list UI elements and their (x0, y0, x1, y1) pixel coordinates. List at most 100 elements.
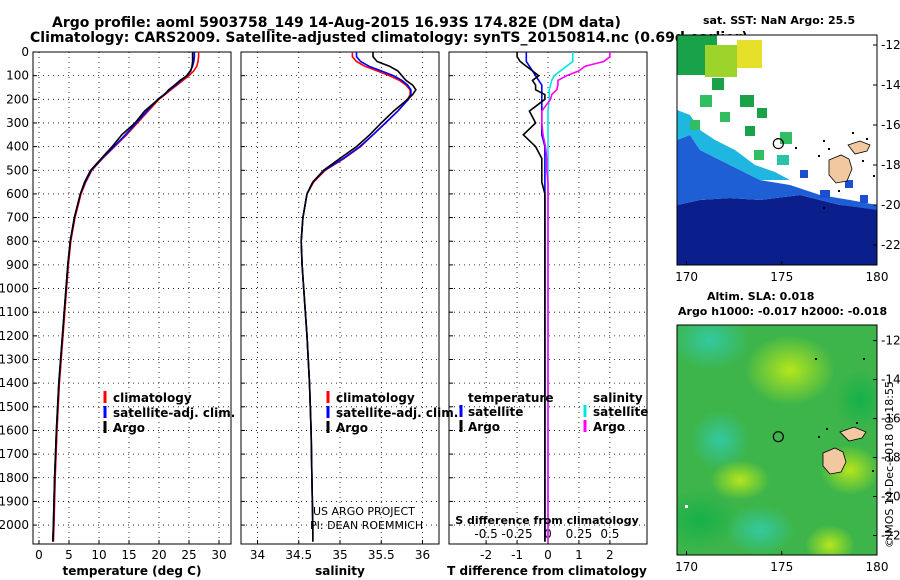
sst-argo-position-marker (772, 138, 784, 150)
legend-label-satellite: satellite-adj. clim. (113, 406, 235, 420)
x-tick-label: 1 (575, 548, 583, 562)
sla-map-title: Altim. SLA: 0.018 (707, 290, 814, 303)
lon-tick-label: 175 (770, 270, 793, 284)
x-tick-label: 10 (91, 548, 106, 562)
coastline-dots (795, 132, 875, 209)
depth-tick-label: 800 (6, 234, 29, 248)
sst-map-title: sat. SST: NaN Argo: 25.5 (703, 14, 855, 27)
lat-tick-label: -20 (881, 490, 900, 504)
x-tick-label: 35.5 (368, 548, 395, 562)
grid-lines (33, 51, 647, 544)
series-line-salinity-satellite (547, 52, 574, 542)
fiji-islands-sla (822, 426, 867, 475)
lat-tick-label: -16 (881, 118, 900, 132)
sst-green-patches (677, 35, 792, 165)
difference-xlabel: T difference from climatology (447, 564, 647, 578)
lon-tick-label: 170 (675, 560, 698, 574)
depth-tick-label: 700 (6, 211, 29, 225)
sst-scattered-pixels (800, 170, 868, 203)
sla-map (676, 324, 878, 556)
lat-tick-label: -14 (881, 373, 900, 387)
x-tick-label: 0 (544, 548, 552, 562)
sst-cyan-region (677, 110, 790, 180)
series-line-temperature-argo (516, 52, 546, 542)
legend-label-climatology: climatology (336, 391, 415, 405)
salinity-legend: climatology satellite-adj. clim. Argo (326, 391, 458, 435)
depth-tick-label: 1300 (0, 353, 29, 367)
lon-tick-label: 170 (675, 270, 698, 284)
lat-tick-label: -12 (881, 334, 900, 348)
salinity-x-axis: 34 34.5 35 35.5 36 (250, 540, 430, 562)
sst-map-axes: 170 175 180 -12 -14 -16 -18 -20 -22 (675, 38, 900, 284)
x-tick-label: 15 (121, 548, 136, 562)
sst-map (676, 34, 878, 266)
figure-title-line2: Climatology: CARS2009. Satellite-adjuste… (30, 30, 748, 46)
figure-title-line1: Argo profile: aoml 5903758_149 14-Aug-20… (52, 15, 621, 31)
sla-map-subtitle: Argo h1000: -0.017 h2000: -0.018 (678, 305, 887, 318)
lat-tick-label: -20 (881, 198, 900, 212)
depth-tick-label: 1100 (0, 305, 29, 319)
x-tick-label: 35 (332, 548, 347, 562)
depth-tick-label: 900 (6, 258, 29, 272)
difference-temperature-legend: temperature satellite Argo (459, 391, 553, 434)
x-tick-label: 2 (606, 548, 614, 562)
depth-tick-label: 1500 (0, 400, 29, 414)
fiji-islands (828, 140, 871, 184)
depth-tick-label: 1700 (0, 447, 29, 461)
x-tick-label: 34.5 (285, 548, 312, 562)
depth-tick-label: 1600 (0, 423, 29, 437)
salinity-lines (300, 52, 417, 542)
depth-tick-label: 1000 (0, 282, 29, 296)
salinity-xlabel: salinity (315, 564, 365, 578)
legend-header-salinity: salinity (593, 391, 643, 405)
legend-label-s-satellite: satellite (593, 405, 648, 419)
temperature-x-axis: 0 5 10 15 20 25 30 (35, 540, 227, 562)
depth-tick-label: 1200 (0, 329, 29, 343)
s-diff-tick-label: 0.5 (600, 527, 619, 541)
s-diff-tick-label: -0.25 (502, 527, 533, 541)
lon-tick-label: 180 (866, 560, 889, 574)
difference-top-xlabel: S difference from climatology (455, 514, 639, 527)
depth-axis: 0 100 200 300 400 500 600 700 800 900 1000 1100 1200… (0, 45, 29, 532)
lat-tick-label: -22 (881, 529, 900, 543)
temperature-xlabel: temperature (deg C) (63, 564, 202, 578)
x-tick-label: -2 (480, 548, 492, 562)
x-tick-label: 20 (151, 548, 166, 562)
legend-label-argo: Argo (113, 421, 145, 435)
series-line-argo (300, 52, 417, 542)
sst-blue-region (677, 135, 877, 210)
x-tick-label: 25 (181, 548, 196, 562)
s-diff-tick-label: -0.5 (474, 527, 497, 541)
series-line-climatology (52, 52, 200, 542)
depth-tick-label: 1400 (0, 376, 29, 390)
depth-tick-label: 600 (6, 187, 29, 201)
difference-lines (516, 52, 611, 542)
depth-tick-label: 1800 (0, 471, 29, 485)
legend-label-t-argo: Argo (468, 420, 500, 434)
series-line-satellite-adj-clim- (300, 52, 412, 542)
temperature-panel (32, 51, 232, 545)
lat-tick-label: -12 (881, 38, 900, 52)
lat-tick-label: -18 (881, 451, 900, 465)
series-line-salinity-argo (540, 52, 611, 542)
difference-x-axis: -2 -1 0 1 2-0.5 -0.25 0 0.25 0.5 (474, 527, 619, 562)
lat-tick-label: -16 (881, 412, 900, 426)
x-tick-label: 0 (35, 548, 43, 562)
legend-label-climatology: climatology (113, 391, 192, 405)
depth-tick-label: 200 (6, 92, 29, 106)
legend-header-temperature: temperature (468, 391, 553, 405)
lon-tick-label: 175 (770, 560, 793, 574)
lat-tick-label: -22 (881, 238, 900, 252)
temperature-legend: climatology satellite-adj. clim. Argo (103, 391, 235, 435)
x-tick-label: 5 (65, 548, 73, 562)
s-diff-tick-label: 0.25 (566, 527, 593, 541)
credit-pi: PI: DEAN ROEMMICH (310, 519, 423, 532)
legend-label-s-argo: Argo (593, 420, 625, 434)
x-tick-label: 36 (415, 548, 430, 562)
legend-label-t-satellite: satellite (468, 405, 523, 419)
legend-label-argo: Argo (336, 421, 368, 435)
difference-salinity-legend: salinity satellite Argo (583, 391, 648, 434)
depth-tick-label: 100 (6, 69, 29, 83)
